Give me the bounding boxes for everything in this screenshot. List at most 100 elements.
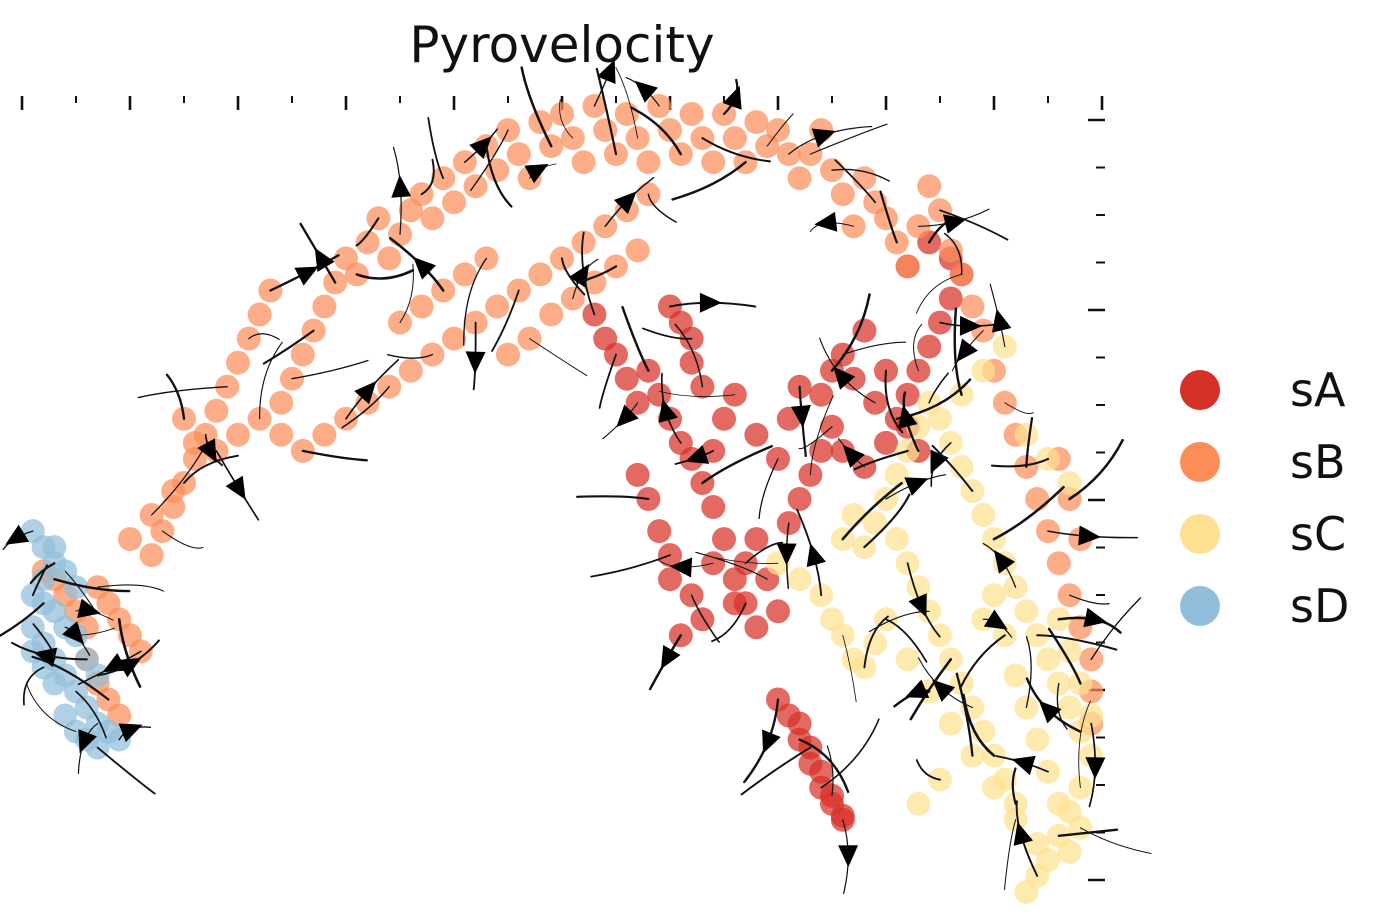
point-sB — [625, 238, 650, 263]
streamline — [615, 66, 639, 139]
velocity-arrow — [1085, 757, 1106, 780]
velocity-arrow — [465, 351, 486, 374]
point-sB — [269, 390, 294, 415]
velocity-arrow — [833, 366, 856, 390]
streamline — [915, 273, 963, 314]
velocity-arrow — [993, 549, 1016, 574]
streamline — [621, 305, 650, 372]
streamline — [841, 481, 903, 541]
streamline — [798, 426, 833, 450]
point-sC — [1057, 471, 1082, 495]
point-sB — [722, 126, 747, 151]
point-sC — [1025, 831, 1050, 856]
streamline — [879, 190, 898, 244]
streamline — [137, 386, 228, 399]
velocity-arrow — [811, 128, 836, 148]
streamline — [658, 391, 736, 397]
streamline — [955, 672, 974, 757]
point-sC — [1057, 839, 1082, 864]
point-sC — [971, 503, 996, 527]
velocity-arrow — [991, 308, 1012, 333]
velocity-arrow — [898, 404, 918, 429]
streamline — [355, 269, 415, 280]
streamline — [826, 745, 834, 797]
point-sB — [539, 302, 564, 327]
velocity-arrow — [806, 543, 826, 568]
streamline — [701, 137, 771, 163]
streamline — [491, 289, 520, 352]
legend-label: sC — [1290, 507, 1346, 561]
point-sC — [1057, 639, 1082, 664]
streamline — [642, 327, 693, 340]
point-sA — [809, 382, 834, 407]
streamline — [690, 594, 720, 643]
point-sA — [787, 487, 812, 511]
velocity-arrow — [33, 647, 58, 668]
point-sB — [571, 230, 596, 255]
legend: sA sB sC sD — [1180, 363, 1349, 633]
streamline — [590, 554, 671, 578]
streamline — [341, 385, 390, 429]
streamline — [75, 627, 116, 636]
velocity-streamlines — [0, 44, 1152, 895]
point-sB — [744, 110, 769, 135]
point-sA — [679, 350, 704, 375]
point-sA — [787, 711, 812, 736]
velocity-arrow — [1011, 755, 1036, 776]
streamline — [740, 746, 812, 796]
velocity-arrow — [118, 723, 143, 743]
velocity-arrow — [62, 621, 85, 645]
velocity-arrow — [838, 845, 859, 868]
point-sB — [636, 150, 661, 175]
streamline — [931, 444, 974, 492]
velocity-arrow — [1078, 525, 1101, 546]
streamline — [561, 257, 586, 296]
point-sA — [614, 366, 639, 391]
point-sA — [744, 615, 769, 640]
velocity-arrow — [790, 404, 811, 428]
point-sA — [830, 803, 855, 828]
streamline — [831, 168, 890, 182]
streamline — [97, 584, 165, 592]
streamline — [758, 458, 779, 520]
streamline — [885, 618, 928, 663]
point-sB — [139, 543, 164, 568]
streamline — [1003, 819, 1017, 891]
velocity-arrow — [983, 609, 1008, 630]
velocity-arrow — [699, 292, 722, 313]
streamline — [31, 564, 48, 597]
point-sA — [593, 326, 618, 351]
streamline — [711, 602, 747, 643]
point-sB — [582, 270, 607, 295]
point-sB — [355, 230, 380, 255]
streamline — [470, 129, 509, 192]
point-sB — [917, 174, 942, 199]
point-sB — [679, 102, 704, 126]
point-sB — [960, 294, 985, 319]
streamline — [928, 372, 949, 404]
velocity-arrow — [1013, 822, 1033, 846]
point-sB — [398, 358, 423, 383]
velocity-arrow — [413, 257, 437, 280]
point-sC — [1014, 880, 1039, 904]
point-sC — [1046, 791, 1071, 816]
point-sC — [938, 711, 963, 736]
legend-marker — [1180, 442, 1220, 482]
streamline — [259, 341, 283, 420]
point-sC — [1057, 695, 1082, 720]
streamline — [165, 373, 186, 420]
streamline — [427, 116, 445, 180]
velocity-arrow — [959, 315, 982, 336]
streamline — [647, 193, 677, 223]
point-sC — [1025, 727, 1050, 752]
point-sA — [647, 519, 672, 544]
point-sB — [452, 262, 477, 287]
point-sC — [863, 511, 888, 536]
point-sC — [906, 575, 931, 600]
streamline — [1047, 627, 1082, 685]
streamline — [1079, 827, 1152, 854]
point-sA — [895, 382, 920, 407]
legend-marker — [1180, 370, 1220, 410]
velocity-arrow — [905, 679, 930, 698]
point-sA — [874, 430, 898, 455]
